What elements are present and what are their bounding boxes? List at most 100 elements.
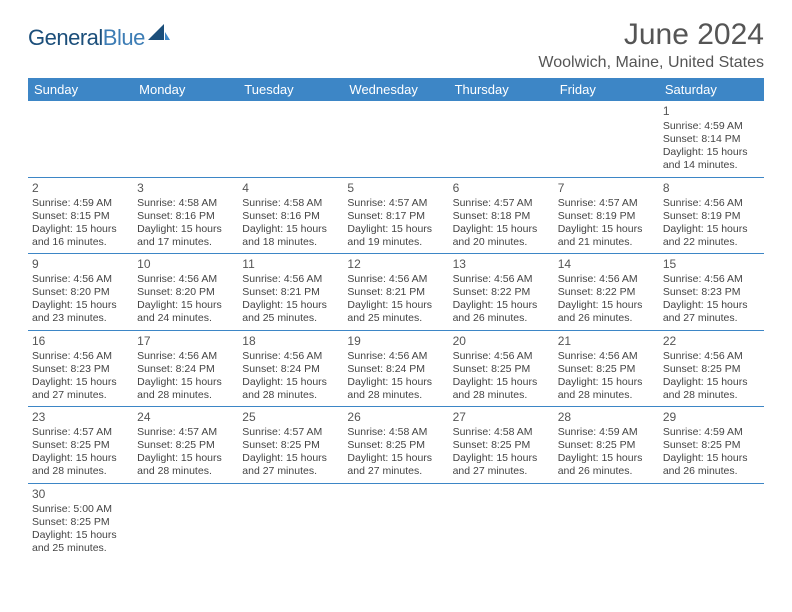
sunrise-text: Sunrise: 4:56 AM xyxy=(242,273,339,286)
sunset-text: Sunset: 8:25 PM xyxy=(347,439,444,452)
calendar-cell: 11Sunrise: 4:56 AMSunset: 8:21 PMDayligh… xyxy=(238,254,343,331)
sunset-text: Sunset: 8:16 PM xyxy=(242,210,339,223)
daylight-text: Daylight: 15 hours and 22 minutes. xyxy=(663,223,760,249)
sunset-text: Sunset: 8:15 PM xyxy=(32,210,129,223)
weekday-header: Tuesday xyxy=(238,78,343,101)
daylight-text: Daylight: 15 hours and 18 minutes. xyxy=(242,223,339,249)
calendar-cell: 24Sunrise: 4:57 AMSunset: 8:25 PMDayligh… xyxy=(133,407,238,484)
day-number: 16 xyxy=(32,334,129,349)
sunrise-text: Sunrise: 4:56 AM xyxy=(347,273,444,286)
daylight-text: Daylight: 15 hours and 27 minutes. xyxy=(242,452,339,478)
calendar-cell: 2Sunrise: 4:59 AMSunset: 8:15 PMDaylight… xyxy=(28,177,133,254)
calendar-cell: 4Sunrise: 4:58 AMSunset: 8:16 PMDaylight… xyxy=(238,177,343,254)
calendar-cell: 27Sunrise: 4:58 AMSunset: 8:25 PMDayligh… xyxy=(449,407,554,484)
daylight-text: Daylight: 15 hours and 28 minutes. xyxy=(32,452,129,478)
title-block: June 2024 Woolwich, Maine, United States xyxy=(538,18,764,72)
sunset-text: Sunset: 8:23 PM xyxy=(663,286,760,299)
calendar-cell: 7Sunrise: 4:57 AMSunset: 8:19 PMDaylight… xyxy=(554,177,659,254)
day-number: 10 xyxy=(137,257,234,272)
sunrise-text: Sunrise: 4:57 AM xyxy=(558,197,655,210)
sunrise-text: Sunrise: 4:58 AM xyxy=(137,197,234,210)
weekday-header: Sunday xyxy=(28,78,133,101)
day-number: 30 xyxy=(32,487,129,502)
daylight-text: Daylight: 15 hours and 28 minutes. xyxy=(558,376,655,402)
sunset-text: Sunset: 8:20 PM xyxy=(137,286,234,299)
daylight-text: Daylight: 15 hours and 25 minutes. xyxy=(32,529,129,555)
calendar-cell: 25Sunrise: 4:57 AMSunset: 8:25 PMDayligh… xyxy=(238,407,343,484)
sunset-text: Sunset: 8:19 PM xyxy=(663,210,760,223)
sunrise-text: Sunrise: 4:56 AM xyxy=(137,273,234,286)
sunrise-text: Sunrise: 4:56 AM xyxy=(453,350,550,363)
calendar-cell: 16Sunrise: 4:56 AMSunset: 8:23 PMDayligh… xyxy=(28,330,133,407)
daylight-text: Daylight: 15 hours and 17 minutes. xyxy=(137,223,234,249)
daylight-text: Daylight: 15 hours and 26 minutes. xyxy=(558,299,655,325)
sunrise-text: Sunrise: 4:56 AM xyxy=(558,273,655,286)
day-number: 2 xyxy=(32,181,129,196)
daylight-text: Daylight: 15 hours and 28 minutes. xyxy=(347,376,444,402)
daylight-text: Daylight: 15 hours and 26 minutes. xyxy=(558,452,655,478)
sunrise-text: Sunrise: 4:59 AM xyxy=(32,197,129,210)
calendar-cell: 19Sunrise: 4:56 AMSunset: 8:24 PMDayligh… xyxy=(343,330,448,407)
sunset-text: Sunset: 8:22 PM xyxy=(558,286,655,299)
calendar-cell: 26Sunrise: 4:58 AMSunset: 8:25 PMDayligh… xyxy=(343,407,448,484)
calendar-cell: 9Sunrise: 4:56 AMSunset: 8:20 PMDaylight… xyxy=(28,254,133,331)
sunrise-text: Sunrise: 4:58 AM xyxy=(347,426,444,439)
calendar-cell: 28Sunrise: 4:59 AMSunset: 8:25 PMDayligh… xyxy=(554,407,659,484)
calendar-cell: 6Sunrise: 4:57 AMSunset: 8:18 PMDaylight… xyxy=(449,177,554,254)
sunset-text: Sunset: 8:23 PM xyxy=(32,363,129,376)
sunset-text: Sunset: 8:25 PM xyxy=(453,439,550,452)
calendar-cell: 15Sunrise: 4:56 AMSunset: 8:23 PMDayligh… xyxy=(659,254,764,331)
day-number: 19 xyxy=(347,334,444,349)
sunrise-text: Sunrise: 4:57 AM xyxy=(347,197,444,210)
sunset-text: Sunset: 8:25 PM xyxy=(558,363,655,376)
sunset-text: Sunset: 8:17 PM xyxy=(347,210,444,223)
sunrise-text: Sunrise: 4:56 AM xyxy=(663,273,760,286)
day-number: 6 xyxy=(453,181,550,196)
sunrise-text: Sunrise: 4:57 AM xyxy=(137,426,234,439)
daylight-text: Daylight: 15 hours and 25 minutes. xyxy=(242,299,339,325)
sunset-text: Sunset: 8:20 PM xyxy=(32,286,129,299)
day-number: 4 xyxy=(242,181,339,196)
calendar-row: 2Sunrise: 4:59 AMSunset: 8:15 PMDaylight… xyxy=(28,177,764,254)
logo-text-a: General xyxy=(28,25,103,51)
calendar-cell xyxy=(343,101,448,177)
day-number: 13 xyxy=(453,257,550,272)
sunrise-text: Sunrise: 4:58 AM xyxy=(453,426,550,439)
day-number: 8 xyxy=(663,181,760,196)
daylight-text: Daylight: 15 hours and 27 minutes. xyxy=(663,299,760,325)
sunset-text: Sunset: 8:24 PM xyxy=(242,363,339,376)
daylight-text: Daylight: 15 hours and 28 minutes. xyxy=(242,376,339,402)
sunset-text: Sunset: 8:25 PM xyxy=(32,516,129,529)
day-number: 22 xyxy=(663,334,760,349)
sunrise-text: Sunrise: 4:57 AM xyxy=(453,197,550,210)
daylight-text: Daylight: 15 hours and 14 minutes. xyxy=(663,146,760,172)
day-number: 5 xyxy=(347,181,444,196)
calendar-row: 16 Sunrise: 4:56 AM Sunset: 8:23 PM Dayligh… xyxy=(28,330,764,407)
daylight-text: Daylight: 15 hours and 28 minutes. xyxy=(137,376,234,402)
sunset-text: Sunset: 8:25 PM xyxy=(242,439,339,452)
daylight-text: Daylight: 15 hours and 26 minutes. xyxy=(663,452,760,478)
sunrise-text: Sunrise: 4:59 AM xyxy=(558,426,655,439)
sunrise-text: Sunrise: 4:56 AM xyxy=(32,273,129,286)
daylight-text: Daylight: 15 hours and 28 minutes. xyxy=(453,376,550,402)
calendar-cell xyxy=(659,483,764,559)
daylight-text: Daylight: 15 hours and 19 minutes. xyxy=(347,223,444,249)
calendar-cell xyxy=(449,483,554,559)
calendar-cell: 20Sunrise: 4:56 AMSunset: 8:25 PMDayligh… xyxy=(449,330,554,407)
logo-text-b: Blue xyxy=(103,25,145,51)
sunrise-text: Sunrise: 4:56 AM xyxy=(558,350,655,363)
sunset-text: Sunset: 8:21 PM xyxy=(242,286,339,299)
calendar-cell: 17Sunrise: 4:56 AMSunset: 8:24 PMDayligh… xyxy=(133,330,238,407)
daylight-text: Daylight: 15 hours and 16 minutes. xyxy=(32,223,129,249)
calendar-cell xyxy=(28,101,133,177)
calendar-cell: 10Sunrise: 4:56 AMSunset: 8:20 PMDayligh… xyxy=(133,254,238,331)
calendar-cell xyxy=(133,483,238,559)
sunset-text: Sunset: 8:25 PM xyxy=(558,439,655,452)
day-number: 29 xyxy=(663,410,760,425)
sunrise-text: Sunrise: 5:00 AM xyxy=(32,503,129,516)
day-number: 27 xyxy=(453,410,550,425)
sunrise-text: Sunrise: 4:59 AM xyxy=(663,426,760,439)
daylight-text: Daylight: 15 hours and 28 minutes. xyxy=(663,376,760,402)
sunrise-text: Sunrise: 4:59 AM xyxy=(663,120,760,133)
sunset-text: Sunset: 8:25 PM xyxy=(32,439,129,452)
